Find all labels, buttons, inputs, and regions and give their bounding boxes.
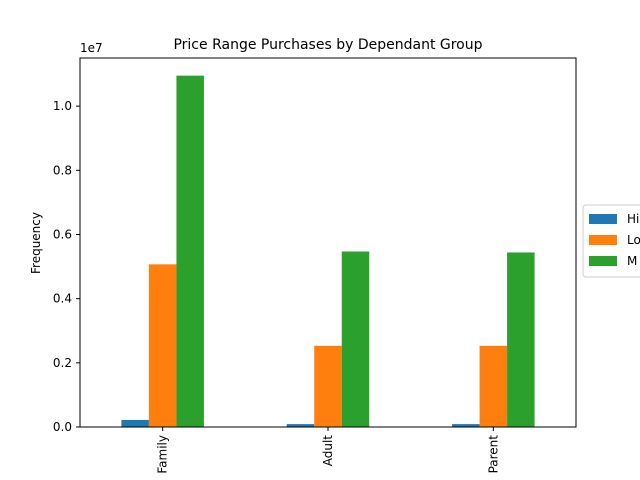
x-tick-label: Parent xyxy=(486,435,500,474)
y-tick-label: 0.6 xyxy=(53,227,72,241)
bar-medium-0 xyxy=(176,75,204,428)
bar-low-1 xyxy=(314,345,342,427)
y-axis-offset-label: 1e7 xyxy=(80,41,103,55)
bar-low-2 xyxy=(479,345,508,427)
bar-high-0 xyxy=(121,419,149,427)
legend-swatch-high xyxy=(589,214,617,224)
y-tick-label: 0.0 xyxy=(53,420,72,434)
y-axis-ticks: 0.0 0.2 0.4 0.6 0.8 1.0 xyxy=(53,99,80,434)
bar-high-2 xyxy=(452,424,480,427)
legend-swatch-medium xyxy=(589,256,617,266)
legend: Hi Lo M xyxy=(582,204,640,278)
legend-label-high: Hi xyxy=(627,212,639,226)
y-tick-label: 0.4 xyxy=(53,292,72,306)
y-tick-label: 1.0 xyxy=(53,99,72,113)
bar-high-1 xyxy=(286,424,315,427)
bar-medium-2 xyxy=(507,252,535,427)
bars-group xyxy=(121,75,535,428)
y-tick-label: 0.2 xyxy=(53,356,72,370)
bar-low-0 xyxy=(148,264,177,427)
plot-area-frame xyxy=(79,57,577,428)
y-tick-label: 0.8 xyxy=(53,163,72,177)
x-tick-label: Adult xyxy=(321,435,335,467)
legend-label-low: Lo xyxy=(627,233,640,247)
x-tick-label: Family xyxy=(156,435,170,474)
legend-label-medium: M xyxy=(627,254,637,268)
legend-swatch-low xyxy=(589,235,617,245)
chart-title: Price Range Purchases by Dependant Group xyxy=(173,37,482,53)
y-axis-label: Frequency xyxy=(29,212,43,274)
bar-medium-1 xyxy=(341,251,370,427)
x-axis-ticks: Family Adult Parent xyxy=(156,427,500,474)
